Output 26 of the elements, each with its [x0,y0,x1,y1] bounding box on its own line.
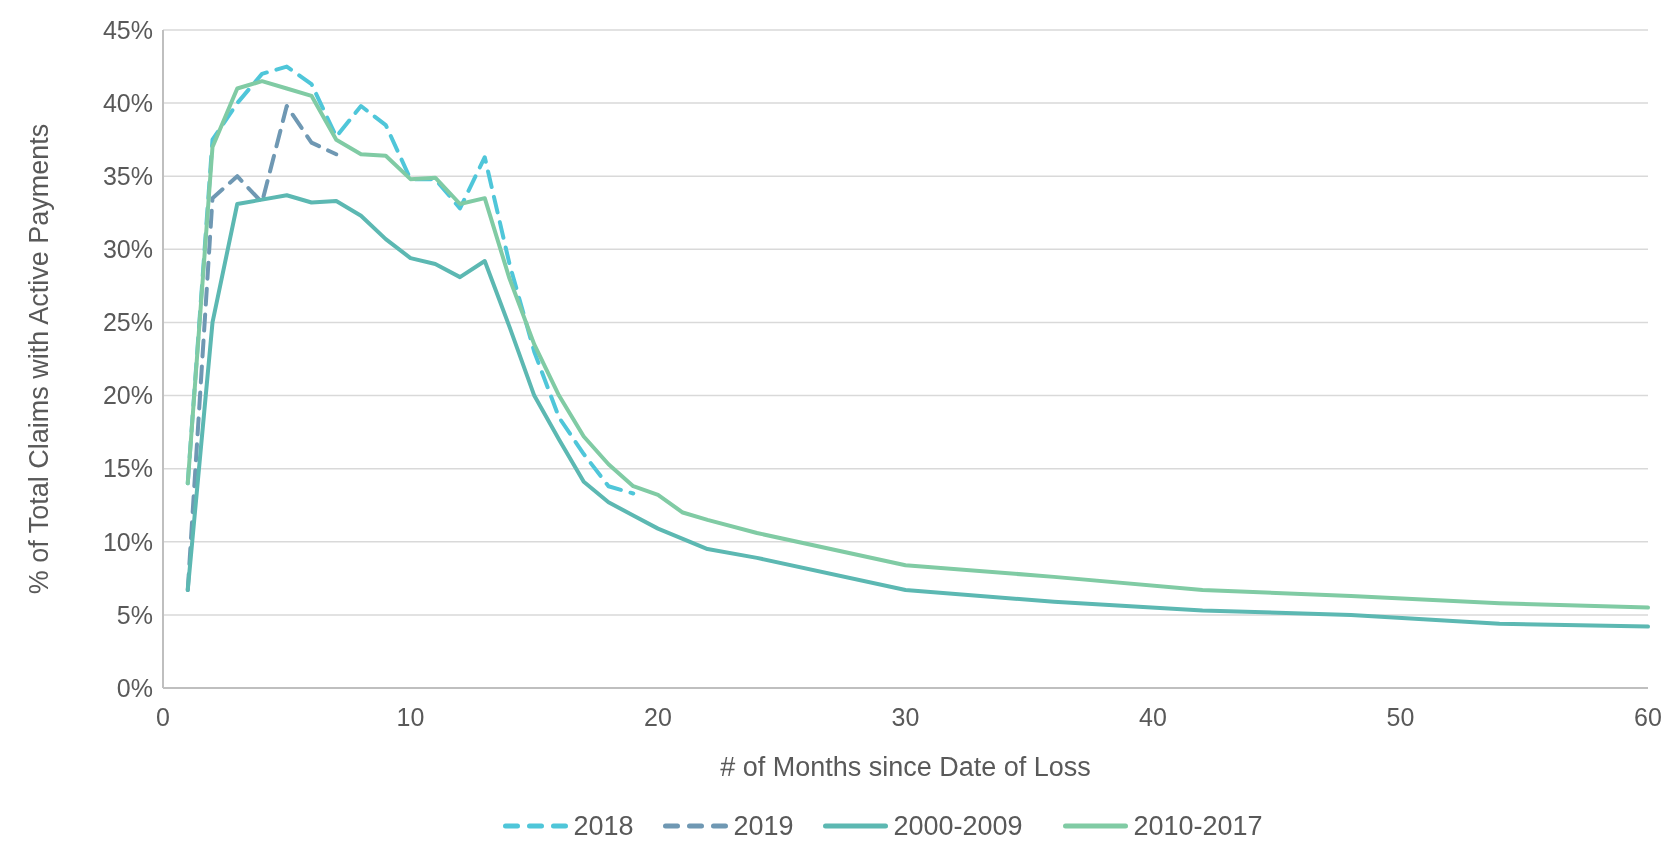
x-tick-label: 30 [891,703,920,731]
x-tick-label: 60 [1634,703,1662,731]
y-axis-title: % of Total Claims with Active Payments [24,123,54,595]
y-tick-label: 5% [116,600,153,629]
y-tick-label: 10% [102,527,153,556]
legend-label: 2019 [733,811,794,842]
y-tick-label: 15% [102,454,153,483]
y-tick-label: 40% [102,88,153,117]
y-tick-label: 45% [102,15,153,44]
legend-label: 2010-2017 [1133,811,1263,842]
line-series [185,193,1650,629]
x-tick-label: 20 [644,703,672,731]
y-tick-label: 0% [116,673,153,702]
y-tick-label: 35% [102,161,153,190]
y-tick-label: 20% [102,381,153,410]
line-series [185,64,636,496]
legend-label: 2018 [573,811,634,842]
legend-label: 2000-2009 [893,811,1023,842]
x-axis-title: # of Months since Date of Loss [720,752,1091,782]
x-tick-label: 40 [1139,703,1167,731]
x-tick-label: 0 [156,703,170,731]
y-tick-label: 25% [102,308,153,337]
y-tick-label: 30% [102,235,153,264]
line-series [185,79,1650,610]
x-tick-label: 50 [1386,703,1415,731]
x-tick-label: 10 [396,703,425,731]
